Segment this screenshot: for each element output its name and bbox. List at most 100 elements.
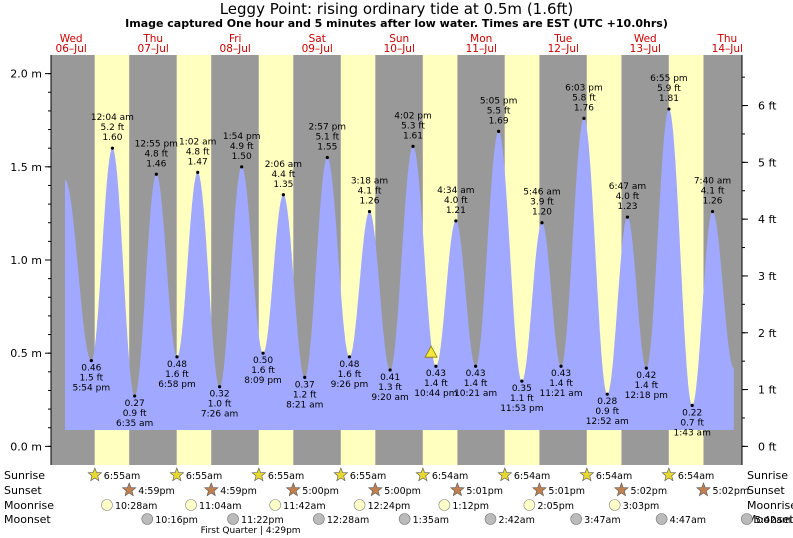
low-tide-label: 0.42 [636, 371, 656, 381]
tide-point [347, 355, 352, 359]
sunset-time: 5:01pm [548, 486, 585, 497]
right-tick-label: 3 ft [758, 270, 777, 283]
sunrise-time: 6:55am [268, 471, 304, 482]
day-labels: Wed06–JulThu07–JulFri08–JulSat09–JulSun1… [56, 33, 743, 55]
sunrise-icon [87, 467, 103, 482]
day-date: 08–Jul [220, 43, 251, 55]
high-tide-label: 5.5 ft [487, 106, 511, 116]
day-date: 09–Jul [302, 43, 333, 55]
high-tide-label: 1.55 [317, 143, 337, 153]
sunset-icon [367, 482, 383, 497]
moonrise-icon [608, 499, 621, 511]
high-tide-label: 12:55 pm [135, 139, 178, 149]
low-tide-label: 1.0 ft [208, 400, 232, 410]
tide-point [625, 215, 630, 219]
low-tide-label: 1:43 am [673, 428, 710, 438]
high-tide-label: 3:18 am [351, 177, 388, 187]
moonrise-time: 3:03pm [623, 501, 660, 512]
day-date: 07–Jul [138, 43, 169, 55]
low-tide-label: 0.22 [682, 408, 702, 418]
high-tide-label: 5.2 ft [101, 123, 125, 133]
row-label-right: Moonrise [747, 499, 793, 512]
left-tick-label: 0.0 m [10, 440, 42, 453]
moonset-time: 10:16pm [155, 515, 198, 526]
sunset-icon [695, 482, 711, 497]
low-tide-label: 0.32 [210, 390, 230, 400]
moonset-time: 3:47am [584, 515, 620, 526]
sunrise-icon [169, 467, 185, 482]
sunrise-time: 6:55am [350, 471, 386, 482]
low-tide-label: 0.43 [426, 369, 446, 379]
moonrise-time: 2:05pm [537, 501, 574, 512]
low-tide-label: 8:09 pm [244, 376, 282, 386]
tide-point [303, 375, 307, 380]
day-name: Fri [229, 33, 242, 45]
moonset-icon [398, 513, 411, 525]
moonrise-icon [353, 499, 366, 511]
high-tide-label: 1.50 [232, 152, 252, 162]
moonset-icon [227, 513, 239, 525]
tide-point [434, 364, 438, 368]
low-tide-label: 1.4 ft [634, 381, 658, 391]
high-tide-label: 1.81 [659, 94, 679, 104]
tide-point [690, 403, 694, 407]
tide-point [281, 193, 285, 197]
low-tide-label: 1.4 ft [424, 379, 448, 389]
low-tide-label: 10:21 am [454, 389, 497, 399]
row-label-left: Moonset [4, 513, 51, 526]
sunset-time: 4:59pm [138, 486, 175, 497]
low-tide-label: 10:44 pm [414, 389, 457, 399]
moonrise-icon [185, 499, 197, 511]
day-date: 10–Jul [384, 43, 415, 55]
low-tide-label: 11:53 pm [500, 404, 543, 414]
moonset-time: 5:42am [755, 515, 791, 526]
left-tick-label: 2.0 m [10, 68, 42, 81]
right-tick-label: 0 ft [758, 440, 777, 453]
high-tide-label: 1.69 [489, 116, 509, 126]
moonrise-icon [523, 499, 536, 511]
tide-point [497, 129, 501, 134]
high-tide-label: 1.23 [617, 202, 637, 212]
tide-point [325, 155, 329, 160]
high-tide-label: 2:57 pm [309, 123, 347, 133]
right-tick-label: 4 ft [758, 213, 777, 226]
axes: 0.0 m 0.5 m 1.0 m 1.5 m 2.0 m 0 ft 1 ft 2 ft 3 f… [10, 55, 777, 465]
high-tide-label: 1.21 [446, 206, 466, 216]
day-name: Tue [553, 33, 572, 45]
tide-point [175, 355, 179, 359]
low-tide-label: 1.6 ft [338, 370, 362, 380]
low-tide-label: 0.46 [81, 364, 101, 374]
moonrise-icon [101, 499, 113, 511]
sunset-icon [613, 482, 629, 497]
tide-point [667, 107, 671, 111]
low-tide-label: 0.50 [253, 356, 273, 366]
high-tide-label: 4.0 ft [444, 196, 468, 206]
day-date: 12–Jul [548, 43, 579, 55]
high-tide-label: 1.26 [359, 197, 379, 207]
low-tide-label: 12:52 am [586, 417, 629, 427]
moonset-icon [655, 513, 668, 525]
high-tide-label: 1:02 am [179, 137, 216, 147]
high-tide-label: 4.9 ft [230, 142, 254, 152]
low-tide-label: 0.35 [512, 384, 532, 394]
moonset-icon [740, 513, 753, 525]
high-tide-label: 1.20 [532, 208, 552, 218]
tide-point [217, 385, 222, 389]
right-tick-label: 5 ft [758, 156, 777, 169]
right-tick-label: 1 ft [758, 384, 777, 397]
sunset-icon [531, 482, 547, 497]
moonset-icon [484, 513, 497, 525]
high-tide-label: 1.60 [102, 133, 122, 143]
sunset-icon [121, 482, 137, 497]
high-tide-label: 1.35 [273, 180, 293, 190]
high-tide-label: 1:54 pm [223, 132, 261, 142]
high-tide-label: 4.1 ft [701, 187, 725, 197]
moonset-time: 1:35am [413, 515, 449, 526]
day-name: Thu [142, 33, 163, 45]
high-tide-label: 5.8 ft [572, 93, 596, 103]
day-name: Thu [716, 33, 737, 45]
sunset-time: 4:59pm [220, 486, 257, 497]
high-tide-label: 4.1 ft [358, 187, 382, 197]
sunrise-time: 6:55am [186, 471, 222, 482]
moonset-icon [570, 513, 582, 525]
